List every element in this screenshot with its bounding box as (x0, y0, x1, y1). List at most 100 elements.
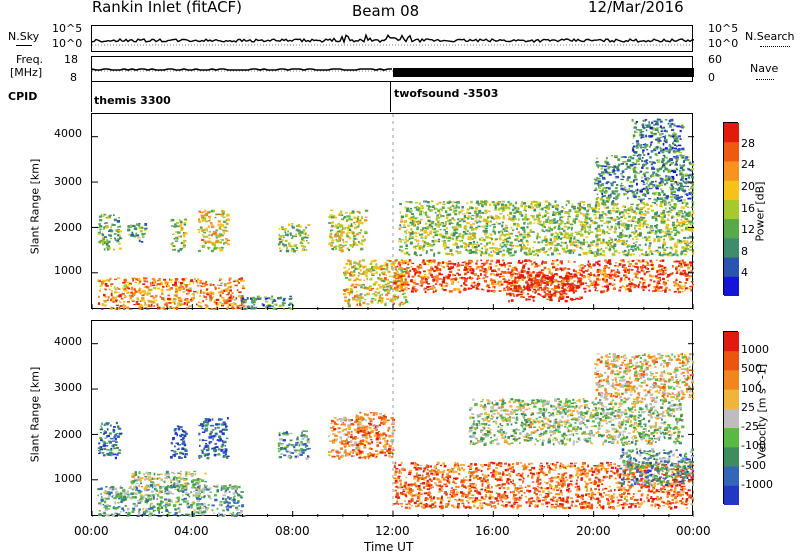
velocity-colorbar-segment-1 (724, 351, 739, 371)
power-echo-region-13 (631, 118, 685, 157)
velocity-colorbar-segment-4 (724, 408, 739, 429)
cpid-mode-1: themis 3300 (94, 94, 171, 107)
noise-sky-line (92, 32, 694, 45)
power-colorbar-tick-5: 8 (741, 245, 748, 258)
velocity-echo-region-11 (594, 352, 694, 401)
power-colorbar-tick-2: 20 (741, 180, 755, 193)
velocity-echo-region-1 (170, 425, 188, 459)
power-colorbar-label: Power [dB] (753, 181, 767, 242)
velocity-echo-region-7 (97, 484, 246, 517)
time-axis-tick-2: 08:00 (275, 524, 310, 538)
power-colorbar-segment-4 (724, 199, 739, 220)
velocity-colorbar-segment-7 (724, 466, 739, 487)
freq-right-tick-bottom: 0 (708, 71, 715, 84)
noise-sky-legend-line (16, 45, 32, 46)
velocity-colorbar-tick-6: -500 (741, 459, 766, 472)
power-echo-region-10 (506, 273, 584, 303)
power-colorbar-segment-6 (724, 238, 739, 258)
cpid-label: CPID (8, 90, 38, 103)
velocity-ytick-3000: 3000 (54, 381, 82, 394)
power-echo-region-12 (593, 154, 694, 203)
freq-line-mode-1 (92, 68, 392, 71)
power-colorbar-segment-2 (724, 161, 739, 182)
noise-right-tick-bottom: 10^0 (708, 37, 739, 50)
freq-band-mode-2 (393, 68, 694, 77)
power-echo-region-1 (127, 223, 148, 243)
power-colorbar (723, 122, 739, 296)
date-label: 12/Mar/2016 (588, 0, 684, 16)
power-ytick-1000: 1000 (54, 264, 82, 277)
freq-trace (92, 68, 694, 77)
power-colorbar-fill (724, 123, 739, 296)
power-colorbar-tick-6: 4 (741, 266, 748, 279)
velocity-colorbar-tick-0: 1000 (741, 343, 769, 356)
velocity-echo-region-9 (468, 398, 685, 446)
power-colorbar-segment-1 (724, 142, 739, 162)
power-colorbar-segment-8 (724, 276, 739, 296)
nave-label: Nave (750, 62, 779, 75)
velocity-heatmap (92, 321, 694, 517)
nave-legend-line (756, 79, 774, 80)
velocity-ytick-2000: 2000 (54, 428, 82, 441)
noise-sky-label: N.Sky (8, 30, 40, 43)
noise-trace (92, 32, 694, 46)
noise-search-label: N.Search (745, 30, 795, 43)
freq-panel (91, 56, 694, 82)
velocity-colorbar-segment-5 (724, 428, 739, 448)
velocity-colorbar-segment-6 (724, 447, 739, 467)
cpid-divider-start (91, 82, 92, 112)
power-colorbar-segment-5 (724, 219, 739, 239)
power-echo-region-8 (342, 259, 409, 308)
power-echo-region-0 (97, 213, 123, 251)
noise-right-tick-top: 10^5 (708, 22, 739, 35)
power-echo-region-7 (239, 295, 295, 310)
power-echo-region-4 (277, 223, 311, 253)
power-colorbar-tick-1: 24 (741, 158, 755, 171)
velocity-colorbar-tick-1: 500 (741, 362, 762, 375)
freq-label: Freq. (16, 53, 44, 66)
velocity-ytick-4000: 4000 (54, 335, 82, 348)
velocity-echo-region-6 (130, 470, 208, 492)
time-axis-tick-6: 00:00 (676, 524, 711, 538)
power-colorbar-segment-0 (724, 123, 739, 143)
time-axis-tick-5: 20:00 (576, 524, 611, 538)
time-axis-tick-0: 00:00 (74, 524, 109, 538)
time-axis-tick-1: 04:00 (174, 524, 209, 538)
velocity-echo-region-2 (198, 417, 230, 460)
velocity-colorbar-segment-3 (724, 389, 739, 410)
velocity-echo-region-0 (97, 421, 123, 460)
power-colorbar-segment-7 (724, 257, 739, 278)
power-ylabel: Slant Range [km] (28, 158, 42, 255)
power-colorbar-tick-0: 28 (741, 137, 755, 150)
velocity-colorbar (723, 331, 739, 505)
velocity-echo-region-3 (277, 430, 311, 460)
velocity-colorbar-segment-8 (724, 485, 739, 505)
freq-right-tick-top: 60 (708, 53, 722, 66)
time-axis-tick-4: 16:00 (475, 524, 510, 538)
power-echo-region-6 (97, 277, 246, 310)
velocity-ylabel: Slant Range [km] (28, 366, 42, 463)
power-panel (91, 113, 694, 310)
power-ytick-2000: 2000 (54, 221, 82, 234)
noise-panel (91, 25, 694, 52)
cpid-mode-2: twofsound -3503 (394, 87, 499, 100)
station-title: Rankin Inlet (fitACF) (92, 0, 243, 16)
freq-unit-label: [MHz] (10, 66, 43, 79)
velocity-colorbar-tick-7: -1000 (741, 478, 773, 491)
velocity-colorbar-tick-4: -25 (741, 420, 759, 433)
velocity-colorbar-tick-3: 25 (741, 401, 755, 414)
power-heatmap (92, 114, 694, 310)
velocity-colorbar-fill (724, 332, 739, 505)
velocity-colorbar-tick-5: -100 (741, 439, 766, 452)
velocity-ytick-1000: 1000 (54, 472, 82, 485)
freq-left-tick-top: 18 (64, 53, 78, 66)
velocity-echo-region-4 (327, 416, 369, 460)
velocity-echo-region-8 (393, 461, 694, 510)
time-axis-tick-3: 12:00 (375, 524, 410, 538)
beam-label: Beam 08 (352, 2, 420, 20)
noise-left-tick-top: 10^5 (52, 22, 83, 35)
power-echo-region-3 (197, 209, 230, 253)
velocity-echo-region-10 (619, 448, 694, 486)
velocity-colorbar-label: Velocity [m s^-1] (755, 363, 769, 460)
power-echo-region-9 (393, 259, 694, 294)
